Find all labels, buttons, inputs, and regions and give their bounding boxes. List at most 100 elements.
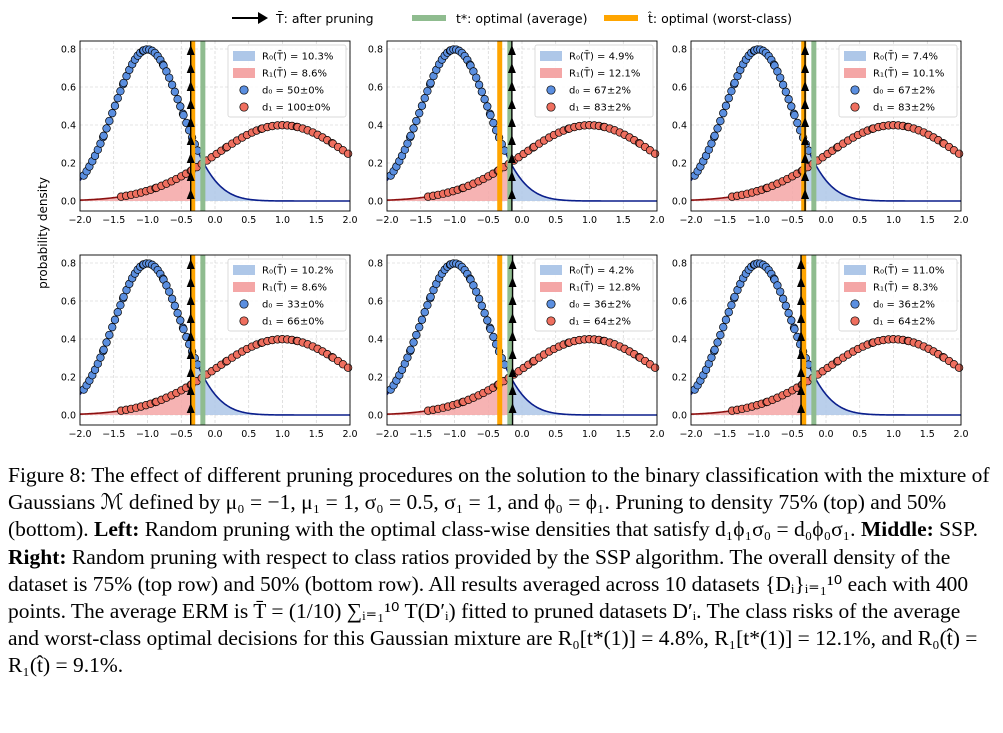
class0-sample-point	[727, 86, 736, 96]
y-tick-label: 0.8	[61, 45, 76, 56]
arrow-icon	[797, 259, 806, 269]
class0-sample-point	[409, 124, 418, 133]
arrow-icon	[801, 189, 810, 199]
arrow-icon	[508, 385, 517, 395]
arrow-icon	[507, 117, 516, 127]
class0-sample-point	[102, 338, 111, 347]
panel-legend-box	[838, 44, 958, 118]
t-star-line	[811, 255, 817, 425]
legend-label-t-star: t*: optimal (average)	[456, 11, 588, 26]
class1-risk-area	[387, 375, 513, 415]
x-tick-label: 1.5	[616, 429, 631, 440]
x-tick-label: 1.0	[582, 429, 597, 440]
x-tick-label: −2.0	[375, 429, 398, 440]
class0-sample-point	[472, 287, 481, 296]
arrow-icon	[507, 63, 516, 73]
arrow-icon	[186, 349, 195, 359]
class0-sample-point	[170, 301, 179, 310]
arrow-icon	[801, 45, 810, 55]
class0-sample-point	[113, 308, 122, 317]
x-tick-label: −2.0	[679, 429, 702, 440]
x-tick-label: 1.5	[920, 215, 935, 226]
class0-sample-point	[423, 86, 432, 96]
x-tick-label: −0.5	[781, 429, 804, 440]
chart-panel-bottom-right: −2.0 −1.5 −1.0 −0.5 0.0 0.5 1.0 1.5 2.0 0.0 0.2 0.4…	[672, 254, 969, 440]
panel-legend-box	[227, 258, 347, 332]
x-tick-label: 0.0	[514, 429, 529, 440]
x-tick-label: 0.0	[818, 429, 833, 440]
panel-legend-label: R₀(T̄) = 4.9%	[569, 50, 634, 63]
arrow-icon	[801, 135, 810, 145]
panel-legend-box	[534, 258, 654, 332]
class0-risk-area	[512, 380, 657, 415]
axes-frame	[690, 254, 962, 426]
arrow-icon	[508, 331, 517, 341]
y-tick-label: 0.0	[368, 411, 383, 422]
y-axis-label: probability density	[36, 177, 50, 289]
class0-sample-point	[423, 300, 432, 310]
class0-sample-point	[793, 118, 802, 128]
x-tick-label: −1.5	[102, 429, 125, 440]
x-tick-label: 1.5	[920, 429, 935, 440]
arrow-icon	[801, 63, 810, 73]
panel-legend-swatch	[540, 282, 562, 292]
arrow-icon	[797, 403, 806, 413]
t-hat-legend-swatch	[604, 15, 638, 21]
caption-text: Random pruning with respect to class rat…	[8, 544, 983, 678]
class1-risk-area	[691, 169, 806, 201]
class0-sample-point	[781, 87, 790, 96]
class0-sample-point	[486, 324, 495, 334]
class1-risk-area	[691, 385, 802, 415]
panel-legend-swatch	[233, 51, 255, 61]
class1-sample-point	[343, 149, 353, 158]
legend-item-t-hat: t̂: optimal (worst-class)	[604, 11, 792, 26]
class0-sample-point	[724, 94, 733, 103]
class0-sample-point	[781, 301, 790, 310]
class0-risk-area	[190, 348, 350, 415]
y-tick-label: 0.4	[672, 121, 687, 132]
class0-sample-point	[412, 330, 421, 340]
arrow-icon	[797, 385, 806, 395]
y-tick-label: 0.8	[61, 259, 76, 270]
class0-sample-point	[415, 109, 424, 118]
panel-legend-label: d₀ = 33±0%	[262, 300, 324, 311]
panel-legend-swatch	[844, 265, 866, 275]
panel-legend-label: R₀(T̄) = 11.0%	[873, 264, 944, 277]
class1-risk-area	[387, 162, 512, 201]
class0-sample-point	[790, 324, 799, 334]
panel-legend-label: R₀(T̄) = 7.4%	[873, 50, 938, 63]
x-tick-label: 1.0	[275, 429, 290, 440]
panel-legend-marker	[850, 299, 860, 309]
class0-sample-point	[784, 95, 793, 104]
class0-sample-point	[713, 338, 722, 347]
panel-legend-label: d₀ = 50±0%	[262, 86, 324, 97]
class0-sample-point	[167, 294, 177, 303]
class1-risk-area	[80, 170, 191, 201]
x-tick-label: −1.0	[136, 215, 159, 226]
panel-legend-swatch	[844, 282, 866, 292]
class0-sample-point	[105, 116, 114, 126]
chart-panel-bottom-left: −2.0 −1.5 −1.0 −0.5 0.0 0.5 1.0 1.5 2.0 0.0 0.2 0.4…	[61, 254, 358, 440]
class1-sample-point	[650, 363, 660, 372]
t-hat-line	[497, 41, 503, 211]
y-tick-label: 0.2	[672, 159, 687, 170]
caption-text: Random pruning with the optimal class-wi…	[139, 517, 861, 542]
arrow-icon	[186, 189, 195, 199]
panel-legend-label: d₀ = 36±2%	[873, 300, 935, 311]
class0-sample-point	[179, 324, 188, 334]
x-tick-label: −1.5	[409, 215, 432, 226]
panel-legend-marker	[239, 102, 249, 112]
x-tick-label: 0.0	[207, 215, 222, 226]
x-tick-label: −0.5	[477, 215, 500, 226]
class0-sample-point	[179, 110, 188, 120]
panel-legend-label: d₀ = 67±2%	[873, 86, 935, 97]
panel-legend-marker	[239, 316, 249, 326]
x-tick-label: −2.0	[679, 215, 702, 226]
arrow-icon	[508, 277, 517, 287]
y-tick-label: 0.2	[61, 373, 76, 384]
arrow-icon	[507, 81, 516, 91]
class0-sample-point	[173, 309, 182, 318]
x-tick-label: 2.0	[649, 215, 664, 226]
t-star-legend-swatch	[412, 15, 446, 21]
caption-bold-text: Middle:	[860, 517, 934, 542]
